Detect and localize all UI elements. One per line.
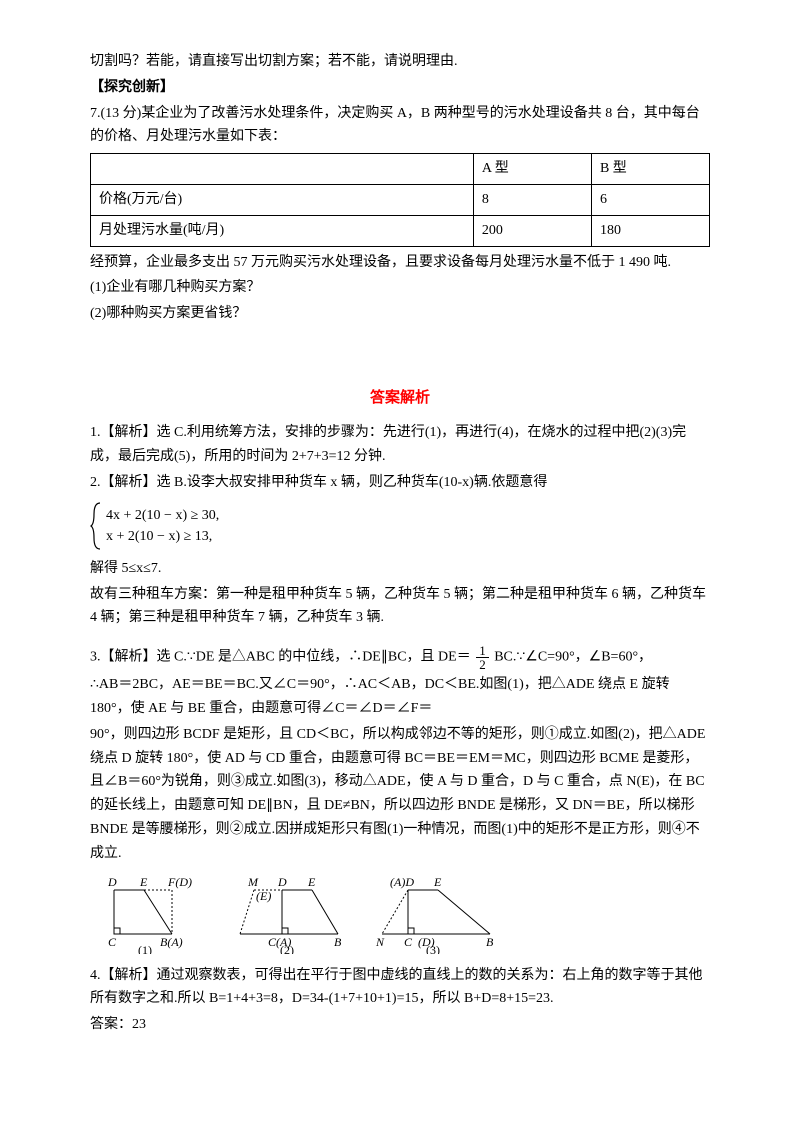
- question-1: (1)企业有哪几种购买方案？: [90, 276, 710, 300]
- answer-3-part-c: ∴AB＝2BC，AE＝BE＝BC.又∠C＝90°，∴AC＜AB，DC＜BE.如图…: [90, 673, 710, 721]
- figure-caption: (1): [138, 943, 152, 954]
- fraction-numerator: 1: [476, 644, 489, 658]
- table-cell: 200: [473, 215, 591, 246]
- inequality-line-1: 4x + 2(10 − x) ≥ 30,: [106, 505, 219, 526]
- table-cell: 价格(万元/台): [91, 184, 474, 215]
- equipment-table: A 型 B 型 价格(万元/台) 8 6 月处理污水量(吨/月) 200 180: [90, 153, 710, 246]
- answer-2-lead: 2.【解析】选 B.设李大叔安排甲种货车 x 辆，则乙种货车(10-x)辆.依题…: [90, 471, 710, 495]
- inequality-system: 4x + 2(10 − x) ≥ 30, x + 2(10 − x) ≥ 13,: [90, 501, 710, 551]
- vertex-label: B: [334, 935, 342, 949]
- inequality-line-2: x + 2(10 − x) ≥ 13,: [106, 526, 219, 547]
- intro-line-0: 切割吗？若能，请直接写出切割方案；若不能，请说明理由.: [90, 50, 710, 74]
- vertex-label: C: [108, 935, 117, 949]
- answer-1: 1.【解析】选 C.利用统筹方法，安排的步骤为：先进行(1)，再进行(4)，在烧…: [90, 421, 710, 469]
- vertex-label: D: [107, 875, 117, 889]
- table-cell: 180: [591, 215, 709, 246]
- figure-2: M D E (E) C(A) B (2): [230, 874, 350, 954]
- answer-3-part-d: 90°，则四边形 BCDF 是矩形，且 CD＜BC，所以构成邻边不等的矩形，则①…: [90, 723, 710, 866]
- vertex-label: D: [277, 875, 287, 889]
- budget-text: 经预算，企业最多支出 57 万元购买污水处理设备，且要求设备每月处理污水量不低于…: [90, 251, 710, 275]
- answer-3-part-a: 3.【解析】选 C.∵DE 是△ABC 的中位线，∴DE∥BC，且 DE＝ 1 …: [90, 644, 710, 671]
- triangle-figure-1-icon: D E F(D) C B(A) (1): [100, 874, 210, 954]
- fraction-half: 1 2: [476, 644, 489, 671]
- answer-2-solve: 解得 5≤x≤7.: [90, 557, 710, 581]
- left-brace-icon: [90, 501, 104, 551]
- figure-caption: (2): [280, 943, 294, 954]
- table-cell: B 型: [591, 154, 709, 185]
- table-cell: 月处理污水量(吨/月): [91, 215, 474, 246]
- fraction-denominator: 2: [476, 658, 489, 671]
- table-cell: [91, 154, 474, 185]
- table-cell: A 型: [473, 154, 591, 185]
- problem-7-text: 7.(13 分)某企业为了改善污水处理条件，决定购买 A，B 两种型号的污水处理…: [90, 102, 710, 150]
- vertex-label: E: [433, 875, 442, 889]
- answer-2-conclusion: 故有三种租车方案：第一种是租甲种货车 5 辆，乙种货车 5 辆；第二种是租甲种货…: [90, 583, 710, 631]
- vertex-label: (E): [256, 889, 271, 903]
- vertex-label: (A)D: [390, 875, 414, 889]
- triangle-figure-2-icon: M D E (E) C(A) B (2): [230, 874, 350, 954]
- vertex-label: M: [247, 875, 259, 889]
- figure-3: (A)D E N C (D) B (3): [370, 874, 510, 954]
- table-row: A 型 B 型: [91, 154, 710, 185]
- answer-4-final: 答案：23: [90, 1013, 710, 1037]
- question-2: (2)哪种购买方案更省钱？: [90, 302, 710, 326]
- answer-4: 4.【解析】通过观察数表，可得出在平行于图中虚线的直线上的数的关系为：右上角的数…: [90, 964, 710, 1012]
- vertex-label: B(A): [160, 935, 183, 949]
- section-title: 【探究创新】: [90, 76, 710, 100]
- figure-row: D E F(D) C B(A) (1) M D E (E): [100, 874, 710, 954]
- triangle-figure-3-icon: (A)D E N C (D) B (3): [370, 874, 510, 954]
- figure-caption: (3): [426, 943, 440, 954]
- vertex-label: E: [139, 875, 148, 889]
- vertex-label: F(D): [167, 875, 192, 889]
- answer-3-text-b: BC.∵∠C=90°，∠B=60°，: [494, 650, 652, 665]
- vertex-label: B: [486, 935, 494, 949]
- table-row: 价格(万元/台) 8 6: [91, 184, 710, 215]
- vertex-label: N: [375, 935, 385, 949]
- figure-1: D E F(D) C B(A) (1): [100, 874, 210, 954]
- answers-heading: 答案解析: [90, 386, 710, 412]
- table-cell: 6: [591, 184, 709, 215]
- vertex-label: C: [404, 935, 413, 949]
- table-row: 月处理污水量(吨/月) 200 180: [91, 215, 710, 246]
- answer-3-text-a: 3.【解析】选 C.∵DE 是△ABC 的中位线，∴DE∥BC，且 DE＝: [90, 650, 471, 665]
- table-cell: 8: [473, 184, 591, 215]
- vertex-label: E: [307, 875, 316, 889]
